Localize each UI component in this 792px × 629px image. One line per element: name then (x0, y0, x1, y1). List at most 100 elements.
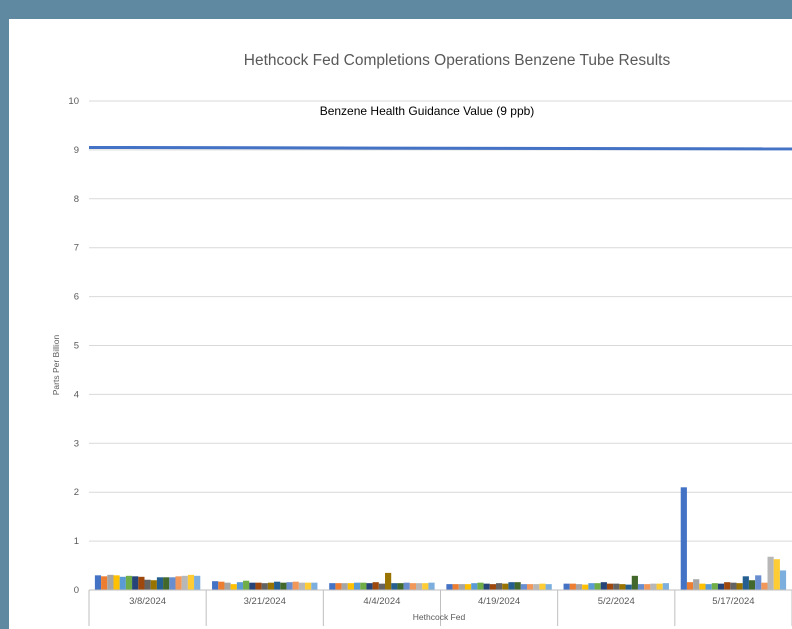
bar (711, 583, 718, 590)
bar (569, 583, 576, 590)
bar (773, 559, 780, 590)
bar (305, 582, 312, 590)
bar (533, 584, 540, 590)
bar (742, 576, 749, 590)
axis-layer: 0 1 2 3 4 5 6 7 8 9 10 3/8/2024 3/21/2024 4/4/2024 4/1… (68, 96, 792, 626)
bar (545, 584, 552, 590)
y-tick-label: 3 (74, 438, 79, 449)
bar (755, 575, 762, 590)
bar (502, 583, 509, 590)
reference-layer (88, 145, 792, 151)
bar (422, 583, 429, 590)
bar (526, 584, 534, 590)
bar (138, 576, 145, 590)
bar (582, 584, 589, 590)
bar (360, 582, 367, 590)
bar (132, 576, 139, 590)
bar (409, 583, 417, 590)
bar (631, 575, 638, 590)
y-tick-label: 4 (74, 389, 79, 400)
x-tick-label: 5/2/2024 (598, 596, 635, 607)
bar (94, 575, 102, 590)
bar (483, 583, 490, 590)
bar (187, 574, 195, 590)
bar (767, 556, 774, 590)
bar (736, 583, 743, 590)
bar (416, 583, 423, 590)
bar (717, 583, 725, 590)
bar (230, 584, 237, 590)
bar (144, 579, 151, 590)
bar (255, 582, 262, 590)
bar (341, 583, 348, 590)
bar (119, 576, 126, 590)
bar (397, 583, 404, 590)
bar (588, 583, 595, 590)
y-tick-label: 8 (74, 194, 79, 205)
bar (680, 487, 687, 590)
bar (286, 582, 293, 590)
y-tick-label: 9 (74, 145, 79, 156)
bar (539, 583, 546, 590)
bar (452, 584, 459, 590)
bar (563, 583, 570, 590)
bar (514, 582, 521, 590)
bar (575, 584, 583, 590)
bar (391, 583, 398, 590)
bar (403, 582, 410, 590)
bar (385, 572, 392, 590)
bar (335, 583, 342, 590)
bar (236, 582, 244, 590)
bar (508, 582, 515, 590)
bar (329, 583, 336, 590)
bar (446, 584, 453, 590)
bar (194, 575, 201, 590)
x-tick-label: 4/4/2024 (363, 596, 400, 607)
bar (699, 583, 706, 590)
bar (249, 582, 256, 590)
y-tick-label: 2 (74, 487, 79, 498)
y-tick-label: 6 (74, 292, 79, 303)
bar (378, 583, 386, 590)
bar (686, 582, 694, 590)
grid-layer (89, 100, 792, 542)
bar (662, 583, 669, 590)
bar (292, 581, 299, 590)
bar (218, 581, 225, 590)
bar (613, 583, 620, 590)
y-axis-title: Parts Per Billion (51, 334, 61, 395)
bar (347, 583, 355, 590)
bar (101, 576, 108, 590)
bar (169, 577, 176, 590)
bar (163, 577, 170, 590)
bar (464, 584, 472, 590)
bar (125, 575, 133, 590)
bar (748, 580, 756, 590)
bar (243, 580, 250, 590)
chart-panel: Hethcock Fed Completions Operations Benz… (9, 19, 792, 629)
guidance-line-label: Benzene Health Guidance Value (9 ppb) (320, 104, 535, 118)
x-tick-label: 4/19/2024 (478, 596, 520, 607)
bar (311, 582, 318, 590)
bar (181, 575, 188, 590)
bar (761, 582, 768, 590)
bar (156, 577, 164, 590)
bar (224, 582, 231, 590)
bar (656, 583, 663, 590)
bar (644, 584, 651, 590)
bar (730, 582, 737, 590)
x-tick-label: 3/8/2024 (129, 596, 166, 607)
y-tick-label: 0 (74, 585, 79, 596)
bar (261, 583, 268, 590)
bar (150, 580, 157, 590)
bar (724, 582, 731, 590)
bar (619, 584, 626, 590)
bar (372, 582, 379, 590)
x-axis-title: Hethcock Fed (413, 612, 466, 622)
y-tick-label: 7 (74, 243, 79, 254)
bar (779, 570, 787, 590)
benzene-chart: Hethcock Fed Completions Operations Benz… (51, 52, 792, 626)
bar (366, 583, 373, 590)
bar (489, 584, 496, 590)
bar (495, 583, 503, 590)
